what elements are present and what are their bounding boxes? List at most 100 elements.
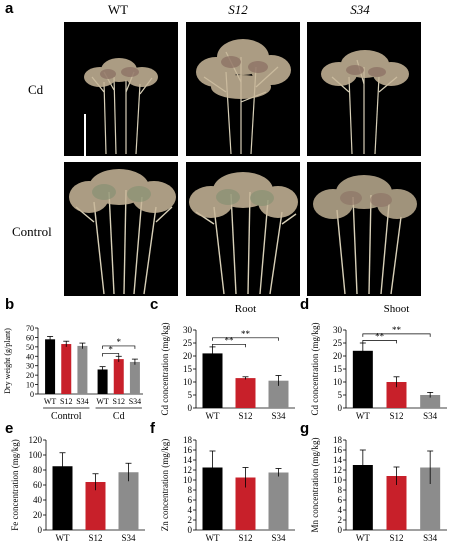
panel-label-c: c xyxy=(150,296,159,313)
y-tick-label: 60 xyxy=(26,333,34,342)
y-axis-label: Dry weight (g/plant) xyxy=(3,328,12,394)
x-tick-label: WT xyxy=(96,397,109,406)
bar xyxy=(235,477,256,530)
plant-photo-cd-s34 xyxy=(321,50,409,155)
y-tick-label: 10 xyxy=(333,377,343,387)
y-tick-label: 0 xyxy=(30,390,34,399)
bar xyxy=(386,382,407,408)
y-tick-label: 14 xyxy=(183,455,193,465)
y-tick-label: 60 xyxy=(33,480,43,490)
panel-label-f: f xyxy=(150,420,155,437)
y-tick-label: 5 xyxy=(188,390,193,400)
y-tick-label: 20 xyxy=(33,510,43,520)
y-tick-label: 0 xyxy=(338,403,343,413)
bar xyxy=(202,353,223,408)
y-tick-label: 5 xyxy=(338,390,343,400)
bar xyxy=(235,378,256,408)
bar xyxy=(61,344,72,394)
y-axis-label: Fe concentration (mg/kg) xyxy=(10,439,20,530)
y-tick-label: 10 xyxy=(26,381,34,390)
group-label: Control xyxy=(51,411,82,422)
photo-control-wt xyxy=(64,162,178,296)
y-tick-label: 50 xyxy=(26,343,34,352)
bar xyxy=(352,350,373,408)
x-tick-label: S12 xyxy=(389,411,403,421)
plant-photo-cd-s12 xyxy=(196,39,291,155)
x-tick-label: S34 xyxy=(423,411,438,421)
y-tick-label: 10 xyxy=(333,475,343,485)
plant-photo-control-s34 xyxy=(313,175,417,295)
x-tick-label: S12 xyxy=(238,533,252,543)
x-tick-label: S12 xyxy=(60,397,72,406)
significance-label: * xyxy=(117,337,122,347)
bar xyxy=(85,482,106,530)
y-axis-label: Cd concentration (mg/kg) xyxy=(160,323,170,416)
y-tick-label: 40 xyxy=(26,352,34,361)
y-tick-label: 30 xyxy=(333,325,343,335)
bar xyxy=(420,467,441,530)
column-title-s12: S12 xyxy=(228,2,248,17)
chart-title: Root xyxy=(235,303,256,315)
column-title-s34: S34 xyxy=(350,2,370,17)
bar xyxy=(118,472,139,530)
plant-photo-control-wt xyxy=(69,169,176,295)
bar xyxy=(113,359,124,394)
x-tick-label: WT xyxy=(206,411,220,421)
significance-bracket xyxy=(102,345,136,349)
significance-bracket xyxy=(212,343,246,348)
y-tick-label: 12 xyxy=(183,465,192,475)
y-tick-label: 4 xyxy=(188,505,193,515)
bar xyxy=(386,476,407,530)
bar xyxy=(352,465,373,530)
panel-label-g: g xyxy=(300,420,310,437)
y-tick-label: 4 xyxy=(338,505,343,515)
chart-e-fe: 0 20 40 60 80 100 120 Fe concentration (mg/kg) W… xyxy=(10,435,145,543)
y-tick-label: 2 xyxy=(338,515,343,525)
y-tick-label: 20 xyxy=(333,351,343,361)
y-tick-label: 20 xyxy=(26,371,34,380)
bar xyxy=(77,345,88,394)
significance-bracket xyxy=(212,337,279,341)
x-tick-label: S12 xyxy=(113,397,125,406)
y-tick-label: 15 xyxy=(333,364,343,374)
y-tick-label: 12 xyxy=(333,465,342,475)
y-tick-label: 0 xyxy=(188,403,193,413)
y-tick-label: 6 xyxy=(188,495,193,505)
y-tick-label: 2 xyxy=(188,515,193,525)
significance-label: ** xyxy=(375,331,385,341)
y-tick-label: 80 xyxy=(33,465,43,475)
x-tick-label: S12 xyxy=(88,533,102,543)
x-tick-label: S34 xyxy=(271,411,286,421)
photo-control-s12 xyxy=(186,162,300,296)
photo-cd-s12 xyxy=(186,22,300,156)
y-tick-label: 18 xyxy=(183,435,193,445)
y-tick-label: 8 xyxy=(188,485,193,495)
panel-label-e: e xyxy=(5,420,14,437)
bar xyxy=(45,339,56,394)
x-tick-label: S34 xyxy=(271,533,286,543)
bar xyxy=(268,380,289,408)
x-tick-label: WT xyxy=(356,411,370,421)
y-tick-label: 0 xyxy=(38,525,43,535)
plant-photo-control-s12 xyxy=(189,172,298,295)
significance-bracket xyxy=(102,353,120,357)
y-tick-label: 40 xyxy=(33,495,43,505)
y-tick-label: 16 xyxy=(183,445,193,455)
x-tick-label: WT xyxy=(44,397,57,406)
panel-label-a: a xyxy=(5,0,14,17)
y-tick-label: 10 xyxy=(183,377,193,387)
y-tick-label: 8 xyxy=(338,485,343,495)
x-tick-label: WT xyxy=(356,533,370,543)
significance-bracket xyxy=(362,333,431,337)
y-tick-label: 14 xyxy=(333,455,343,465)
y-tick-label: 18 xyxy=(333,435,343,445)
y-axis-label: Zn concentration (mg/kg) xyxy=(160,439,170,531)
y-tick-label: 30 xyxy=(183,325,193,335)
y-tick-label: 25 xyxy=(183,338,193,348)
bar xyxy=(52,466,73,530)
chart-d-shoot-cd: Shoot 0 5 10 15 20 25 30 Cd concentration (mg/kg… xyxy=(310,303,447,421)
significance-bracket xyxy=(362,340,397,344)
column-title-wt: WT xyxy=(107,2,129,17)
